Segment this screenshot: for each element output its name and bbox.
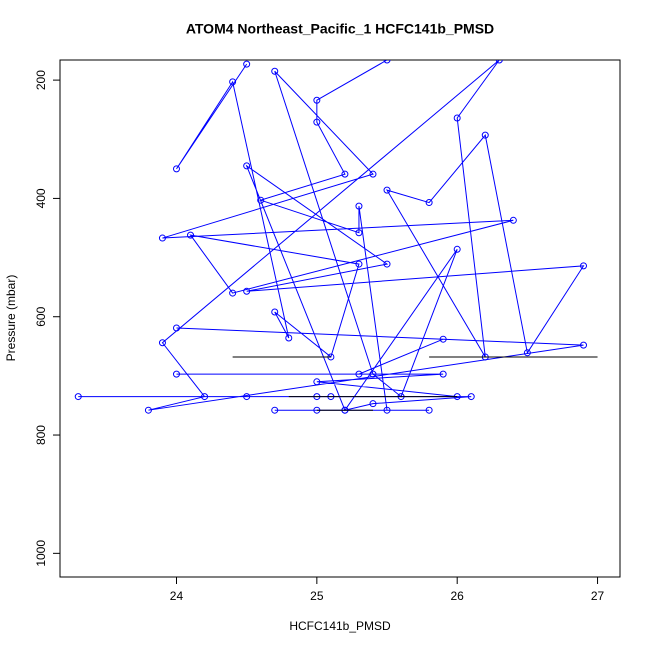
point <box>313 378 321 386</box>
point <box>341 170 349 178</box>
y-tick-label: 600 <box>34 306 48 326</box>
point <box>201 393 209 401</box>
point <box>467 393 475 401</box>
point <box>453 114 461 122</box>
y-tick-label: 800 <box>34 425 48 445</box>
point <box>523 349 531 357</box>
y-tick-label: 400 <box>34 188 48 208</box>
point <box>580 262 588 270</box>
point <box>271 67 279 75</box>
y-axis-label: Pressure (mbar) <box>4 275 18 362</box>
point <box>243 287 251 295</box>
plot-area <box>74 60 598 414</box>
point <box>383 186 391 194</box>
point <box>425 199 433 207</box>
series-line <box>78 60 585 412</box>
x-tick-label: 24 <box>170 589 184 603</box>
chart-title: ATOM4 Northeast_Pacific_1 HCFC141b_PMSD <box>186 21 494 37</box>
x-axis-label: HCFC141b_PMSD <box>289 619 391 633</box>
point <box>229 289 237 297</box>
x-tick-label: 27 <box>591 589 605 603</box>
x-tick-label: 25 <box>310 589 324 603</box>
point <box>313 96 321 104</box>
point <box>187 231 195 239</box>
point <box>439 370 447 378</box>
point <box>158 234 166 242</box>
series-line <box>232 356 598 411</box>
point <box>355 260 363 268</box>
point <box>74 393 82 401</box>
point <box>369 170 377 178</box>
point <box>271 308 279 316</box>
point <box>383 406 391 414</box>
y-tick-label: 1000 <box>34 540 48 567</box>
point <box>495 60 503 64</box>
point <box>172 165 180 173</box>
point <box>144 406 152 414</box>
point <box>243 393 251 401</box>
point <box>271 406 279 414</box>
y-tick-label: 200 <box>34 70 48 90</box>
point <box>369 400 377 408</box>
point <box>172 324 180 332</box>
point <box>243 162 251 170</box>
plot-frame <box>59 59 621 578</box>
point <box>355 229 363 237</box>
point <box>383 260 391 268</box>
point <box>481 131 489 139</box>
point <box>313 118 321 126</box>
point <box>158 339 166 347</box>
point <box>243 60 251 68</box>
point <box>383 60 391 64</box>
point <box>355 202 363 210</box>
point <box>453 245 461 253</box>
point <box>509 216 517 224</box>
point <box>285 334 293 342</box>
point <box>425 406 433 414</box>
point <box>355 370 363 378</box>
point <box>229 78 237 86</box>
x-tick-label: 26 <box>451 589 465 603</box>
point <box>580 341 588 349</box>
point <box>439 335 447 343</box>
point <box>172 370 180 378</box>
point <box>257 196 265 204</box>
point <box>369 370 377 378</box>
